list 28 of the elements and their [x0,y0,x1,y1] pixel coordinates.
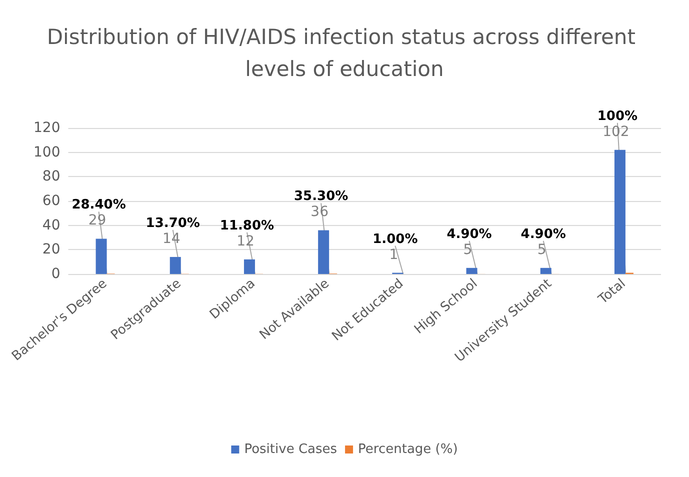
bar [614,150,626,274]
bar [244,259,255,274]
y-tick-label: 100 [34,144,60,160]
chart-title: Distribution of HIV/AIDS infection status across different levels of education [46,25,642,81]
data-label: 35.30% [294,189,348,204]
y-tick-label: 80 [42,168,60,185]
y-tick-label: 20 [42,242,60,258]
legend-label: Positive Cases [244,442,338,457]
data-label: 4.90% [520,226,566,242]
data-label: 100% [597,108,638,124]
y-tick-label: 0 [51,266,60,282]
data-label: 1.00% [372,232,418,247]
data-label: 11.80% [220,218,274,234]
bar [170,256,181,274]
legend-label: Percentage (%) [358,442,458,457]
data-label: 1 [389,246,398,263]
bar [96,238,107,274]
y-tick-label: 60 [42,193,60,209]
bar [318,230,330,274]
y-tick-label: 40 [42,217,60,234]
bar [540,268,552,274]
y-tick-label: 120 [34,120,60,136]
data-label: 5 [463,242,472,258]
data-label: 4.90% [446,226,492,242]
bar [466,268,478,274]
data-label: 13.70% [146,216,200,231]
data-label: 5 [537,242,546,258]
data-label: 28.40% [72,198,126,213]
